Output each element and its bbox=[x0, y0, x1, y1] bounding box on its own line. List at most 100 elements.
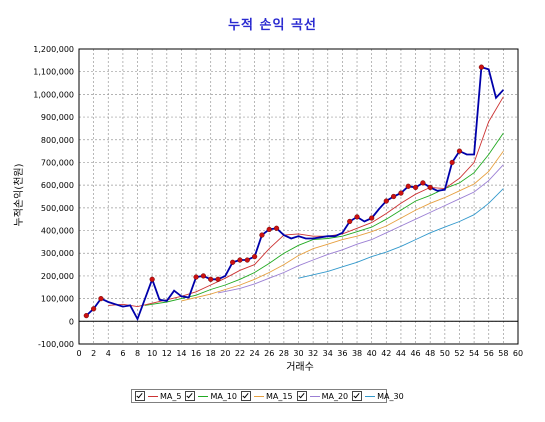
legend: MA_5 MA_10 MA_15 MA_20 MA_30 bbox=[131, 389, 404, 403]
x-tick-label: 30 bbox=[293, 349, 303, 358]
legend-swatch bbox=[148, 395, 158, 397]
data-point bbox=[347, 218, 353, 225]
series-line-ma-15 bbox=[181, 150, 504, 302]
legend-item-ma-10[interactable]: MA_10 bbox=[185, 391, 237, 401]
legend-label: MA_30 bbox=[377, 391, 404, 401]
x-tick-label: 34 bbox=[323, 349, 333, 358]
y-axis-ticks: -100,000 0 100,000 200,000 300,000 400,000 500… bbox=[33, 45, 74, 349]
data-point bbox=[230, 259, 236, 265]
legend-item-ma-30[interactable]: MA_30 bbox=[352, 391, 404, 401]
y-tick-label: -100,000 bbox=[38, 340, 74, 349]
y-tick-label: 0 bbox=[69, 317, 74, 326]
x-tick-label: 12 bbox=[162, 349, 172, 358]
y-tick-label: 500,000 bbox=[41, 204, 74, 213]
data-point bbox=[200, 273, 206, 279]
data-point bbox=[266, 226, 272, 233]
x-tick-label: 26 bbox=[264, 349, 274, 358]
data-point bbox=[420, 180, 426, 186]
y-tick-label: 700,000 bbox=[41, 158, 74, 167]
data-point bbox=[383, 198, 389, 204]
x-tick-label: 36 bbox=[337, 349, 347, 358]
x-tick-label: 60 bbox=[513, 349, 523, 358]
x-tick-label: 58 bbox=[498, 349, 508, 358]
x-tick-label: 40 bbox=[367, 349, 377, 358]
x-tick-label: 0 bbox=[76, 349, 81, 358]
x-tick-label: 48 bbox=[425, 349, 435, 358]
y-tick-label: 1,200,000 bbox=[33, 45, 74, 54]
x-tick-label: 4 bbox=[106, 349, 111, 358]
y-tick-label: 900,000 bbox=[41, 113, 74, 122]
x-tick-label: 6 bbox=[120, 349, 125, 358]
data-point bbox=[237, 257, 243, 263]
x-tick-label: 28 bbox=[279, 349, 289, 358]
legend-swatch bbox=[198, 395, 209, 397]
y-tick-label: 1,000,000 bbox=[33, 90, 74, 99]
data-point bbox=[259, 232, 265, 238]
data-point bbox=[456, 148, 463, 154]
data-point bbox=[252, 254, 258, 260]
x-tick-label: 2 bbox=[91, 349, 96, 358]
x-tick-label: 20 bbox=[220, 349, 230, 358]
legend-swatch bbox=[365, 395, 376, 397]
series-line-ma-30 bbox=[298, 188, 504, 279]
x-tick-label: 10 bbox=[147, 349, 157, 358]
x-axis-ticks: 0 2 4 6 8 10 12 14 16 18 20 22 24 26 28 30 32 34 36 38 40 42 4… bbox=[76, 349, 523, 358]
data-point bbox=[412, 184, 419, 191]
data-point bbox=[91, 306, 97, 312]
series-layer bbox=[83, 64, 505, 322]
y-tick-label: 300,000 bbox=[41, 249, 74, 258]
data-point bbox=[449, 159, 455, 166]
legend-item-ma-20[interactable]: MA_20 bbox=[296, 391, 349, 401]
data-point bbox=[478, 64, 485, 70]
y-tick-label: 800,000 bbox=[41, 136, 74, 145]
legend-item-ma-15[interactable]: MA_15 bbox=[241, 391, 293, 401]
x-tick-label: 38 bbox=[352, 349, 362, 358]
data-point bbox=[405, 183, 411, 189]
chart-title: 누적 손익 곡선 bbox=[228, 18, 317, 33]
legend-label: MA_10 bbox=[210, 391, 238, 401]
y-tick-label: 100,000 bbox=[41, 295, 74, 304]
series-line-ma-20 bbox=[217, 164, 504, 294]
x-tick-label: 14 bbox=[176, 349, 186, 358]
data-point bbox=[273, 225, 280, 231]
checkbox-icon[interactable] bbox=[185, 391, 196, 401]
series-line-ma-5 bbox=[108, 96, 504, 308]
legend-label: MA_15 bbox=[266, 391, 293, 401]
x-tick-label: 42 bbox=[381, 349, 391, 358]
x-tick-label: 32 bbox=[308, 349, 318, 358]
data-point bbox=[149, 276, 155, 282]
y-tick-label: 1,100,000 bbox=[33, 68, 74, 77]
data-point bbox=[398, 190, 404, 196]
series-line-ma-10 bbox=[144, 132, 504, 306]
checkbox-icon[interactable] bbox=[352, 391, 363, 401]
y-tick-label: 400,000 bbox=[41, 227, 74, 236]
x-tick-label: 46 bbox=[410, 349, 420, 358]
legend-label: MA_20 bbox=[321, 391, 349, 401]
checkbox-icon[interactable] bbox=[296, 391, 307, 401]
checkbox-icon[interactable] bbox=[135, 391, 145, 401]
x-tick-label: 44 bbox=[396, 349, 406, 358]
data-point bbox=[354, 214, 360, 220]
x-tick-label: 16 bbox=[191, 349, 201, 358]
x-tick-label: 54 bbox=[469, 349, 479, 358]
x-tick-label: 50 bbox=[440, 349, 450, 358]
y-tick-label: 600,000 bbox=[41, 181, 74, 190]
x-axis-label: 거래수 bbox=[286, 361, 314, 373]
plot-frame bbox=[78, 48, 519, 345]
data-point bbox=[208, 276, 214, 282]
x-tick-label: 56 bbox=[484, 349, 494, 358]
x-tick-label: 18 bbox=[206, 349, 216, 358]
data-point bbox=[215, 276, 221, 282]
x-tick-label: 24 bbox=[250, 349, 260, 358]
x-tick-label: 52 bbox=[454, 349, 464, 358]
checkbox-icon[interactable] bbox=[241, 391, 252, 401]
data-point bbox=[98, 296, 104, 302]
data-point bbox=[83, 313, 89, 319]
data-point bbox=[193, 274, 199, 280]
data-point bbox=[427, 184, 433, 191]
legend-item-ma-5[interactable]: MA_5 bbox=[135, 391, 181, 401]
data-point bbox=[391, 193, 397, 200]
data-point bbox=[369, 215, 375, 221]
x-tick-label: 8 bbox=[135, 349, 140, 358]
